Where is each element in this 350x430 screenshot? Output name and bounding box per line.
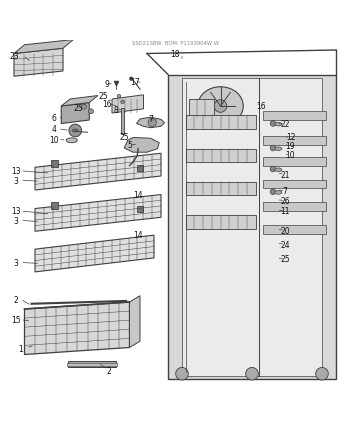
Ellipse shape (72, 129, 78, 133)
Text: 16: 16 (102, 100, 112, 109)
Circle shape (130, 78, 133, 81)
Bar (136, 207, 143, 212)
Bar (51, 202, 58, 209)
Text: 3: 3 (13, 216, 18, 225)
Text: 22: 22 (280, 120, 290, 129)
Text: 6: 6 (52, 114, 57, 123)
Text: 10: 10 (286, 150, 295, 160)
Text: 15: 15 (11, 315, 21, 324)
Text: 2: 2 (106, 366, 111, 375)
Bar (262, 112, 326, 121)
Circle shape (316, 368, 328, 380)
Text: 20: 20 (280, 226, 290, 235)
Polygon shape (35, 154, 161, 190)
Text: 5: 5 (127, 141, 132, 150)
Text: 1: 1 (19, 344, 23, 353)
Text: 11: 11 (280, 207, 290, 216)
Polygon shape (14, 40, 74, 54)
Text: 7: 7 (148, 114, 153, 123)
Text: 13: 13 (11, 167, 21, 176)
Text: 18: 18 (170, 50, 180, 59)
Polygon shape (124, 138, 159, 153)
Circle shape (117, 95, 121, 99)
Circle shape (121, 101, 124, 104)
Text: 3: 3 (13, 258, 18, 267)
Bar (186, 216, 256, 229)
Text: 23: 23 (9, 52, 19, 61)
Text: 10: 10 (49, 135, 59, 144)
Bar (51, 161, 58, 168)
Ellipse shape (275, 191, 282, 195)
Text: 16: 16 (256, 102, 266, 111)
Text: 13: 13 (11, 207, 21, 216)
Text: 4: 4 (52, 125, 57, 134)
Bar (182, 79, 322, 376)
Text: 25: 25 (119, 132, 129, 141)
Text: 19: 19 (286, 141, 295, 150)
Bar (262, 180, 326, 189)
Bar (66, 363, 117, 366)
Bar (68, 361, 116, 367)
Bar (262, 203, 326, 212)
Text: 8: 8 (113, 106, 118, 115)
Ellipse shape (275, 147, 282, 151)
Bar (186, 182, 256, 196)
Polygon shape (61, 96, 98, 107)
Circle shape (270, 190, 276, 195)
Circle shape (176, 368, 188, 380)
Text: 3: 3 (13, 176, 18, 185)
Polygon shape (35, 195, 161, 232)
Bar (136, 166, 143, 171)
Ellipse shape (66, 138, 77, 144)
Text: 26: 26 (280, 197, 290, 206)
Circle shape (82, 105, 86, 110)
Bar (189, 100, 213, 117)
Polygon shape (61, 103, 89, 124)
Bar (262, 136, 326, 145)
Ellipse shape (275, 123, 282, 127)
Circle shape (246, 368, 258, 380)
Polygon shape (25, 302, 130, 355)
Polygon shape (136, 118, 164, 129)
Circle shape (270, 121, 276, 127)
Circle shape (69, 125, 82, 138)
Bar (186, 149, 256, 163)
Text: 2: 2 (13, 295, 18, 304)
Polygon shape (130, 296, 140, 348)
Circle shape (89, 110, 93, 114)
Polygon shape (14, 49, 63, 77)
Bar (262, 225, 326, 234)
Text: 9: 9 (104, 80, 109, 89)
Text: 12: 12 (286, 132, 295, 141)
Ellipse shape (198, 88, 243, 126)
Text: 25: 25 (280, 255, 290, 264)
Text: 25: 25 (74, 104, 84, 113)
Bar (168, 75, 336, 379)
Text: 14: 14 (133, 190, 143, 199)
Text: 17: 17 (130, 78, 140, 87)
Text: SSD21SBW  BOM: P1193904W W: SSD21SBW BOM: P1193904W W (132, 41, 218, 46)
Text: 14: 14 (133, 230, 143, 240)
Text: 25: 25 (98, 92, 108, 101)
Circle shape (214, 101, 227, 113)
Text: 21: 21 (280, 170, 290, 179)
Bar (262, 157, 326, 166)
Text: 7: 7 (283, 187, 288, 196)
Circle shape (148, 119, 156, 127)
Polygon shape (112, 95, 144, 114)
Polygon shape (35, 236, 154, 272)
Bar (121, 108, 124, 135)
Circle shape (270, 146, 276, 151)
Text: 24: 24 (280, 240, 290, 249)
Ellipse shape (275, 169, 282, 172)
Bar (186, 116, 256, 129)
Circle shape (270, 167, 276, 172)
